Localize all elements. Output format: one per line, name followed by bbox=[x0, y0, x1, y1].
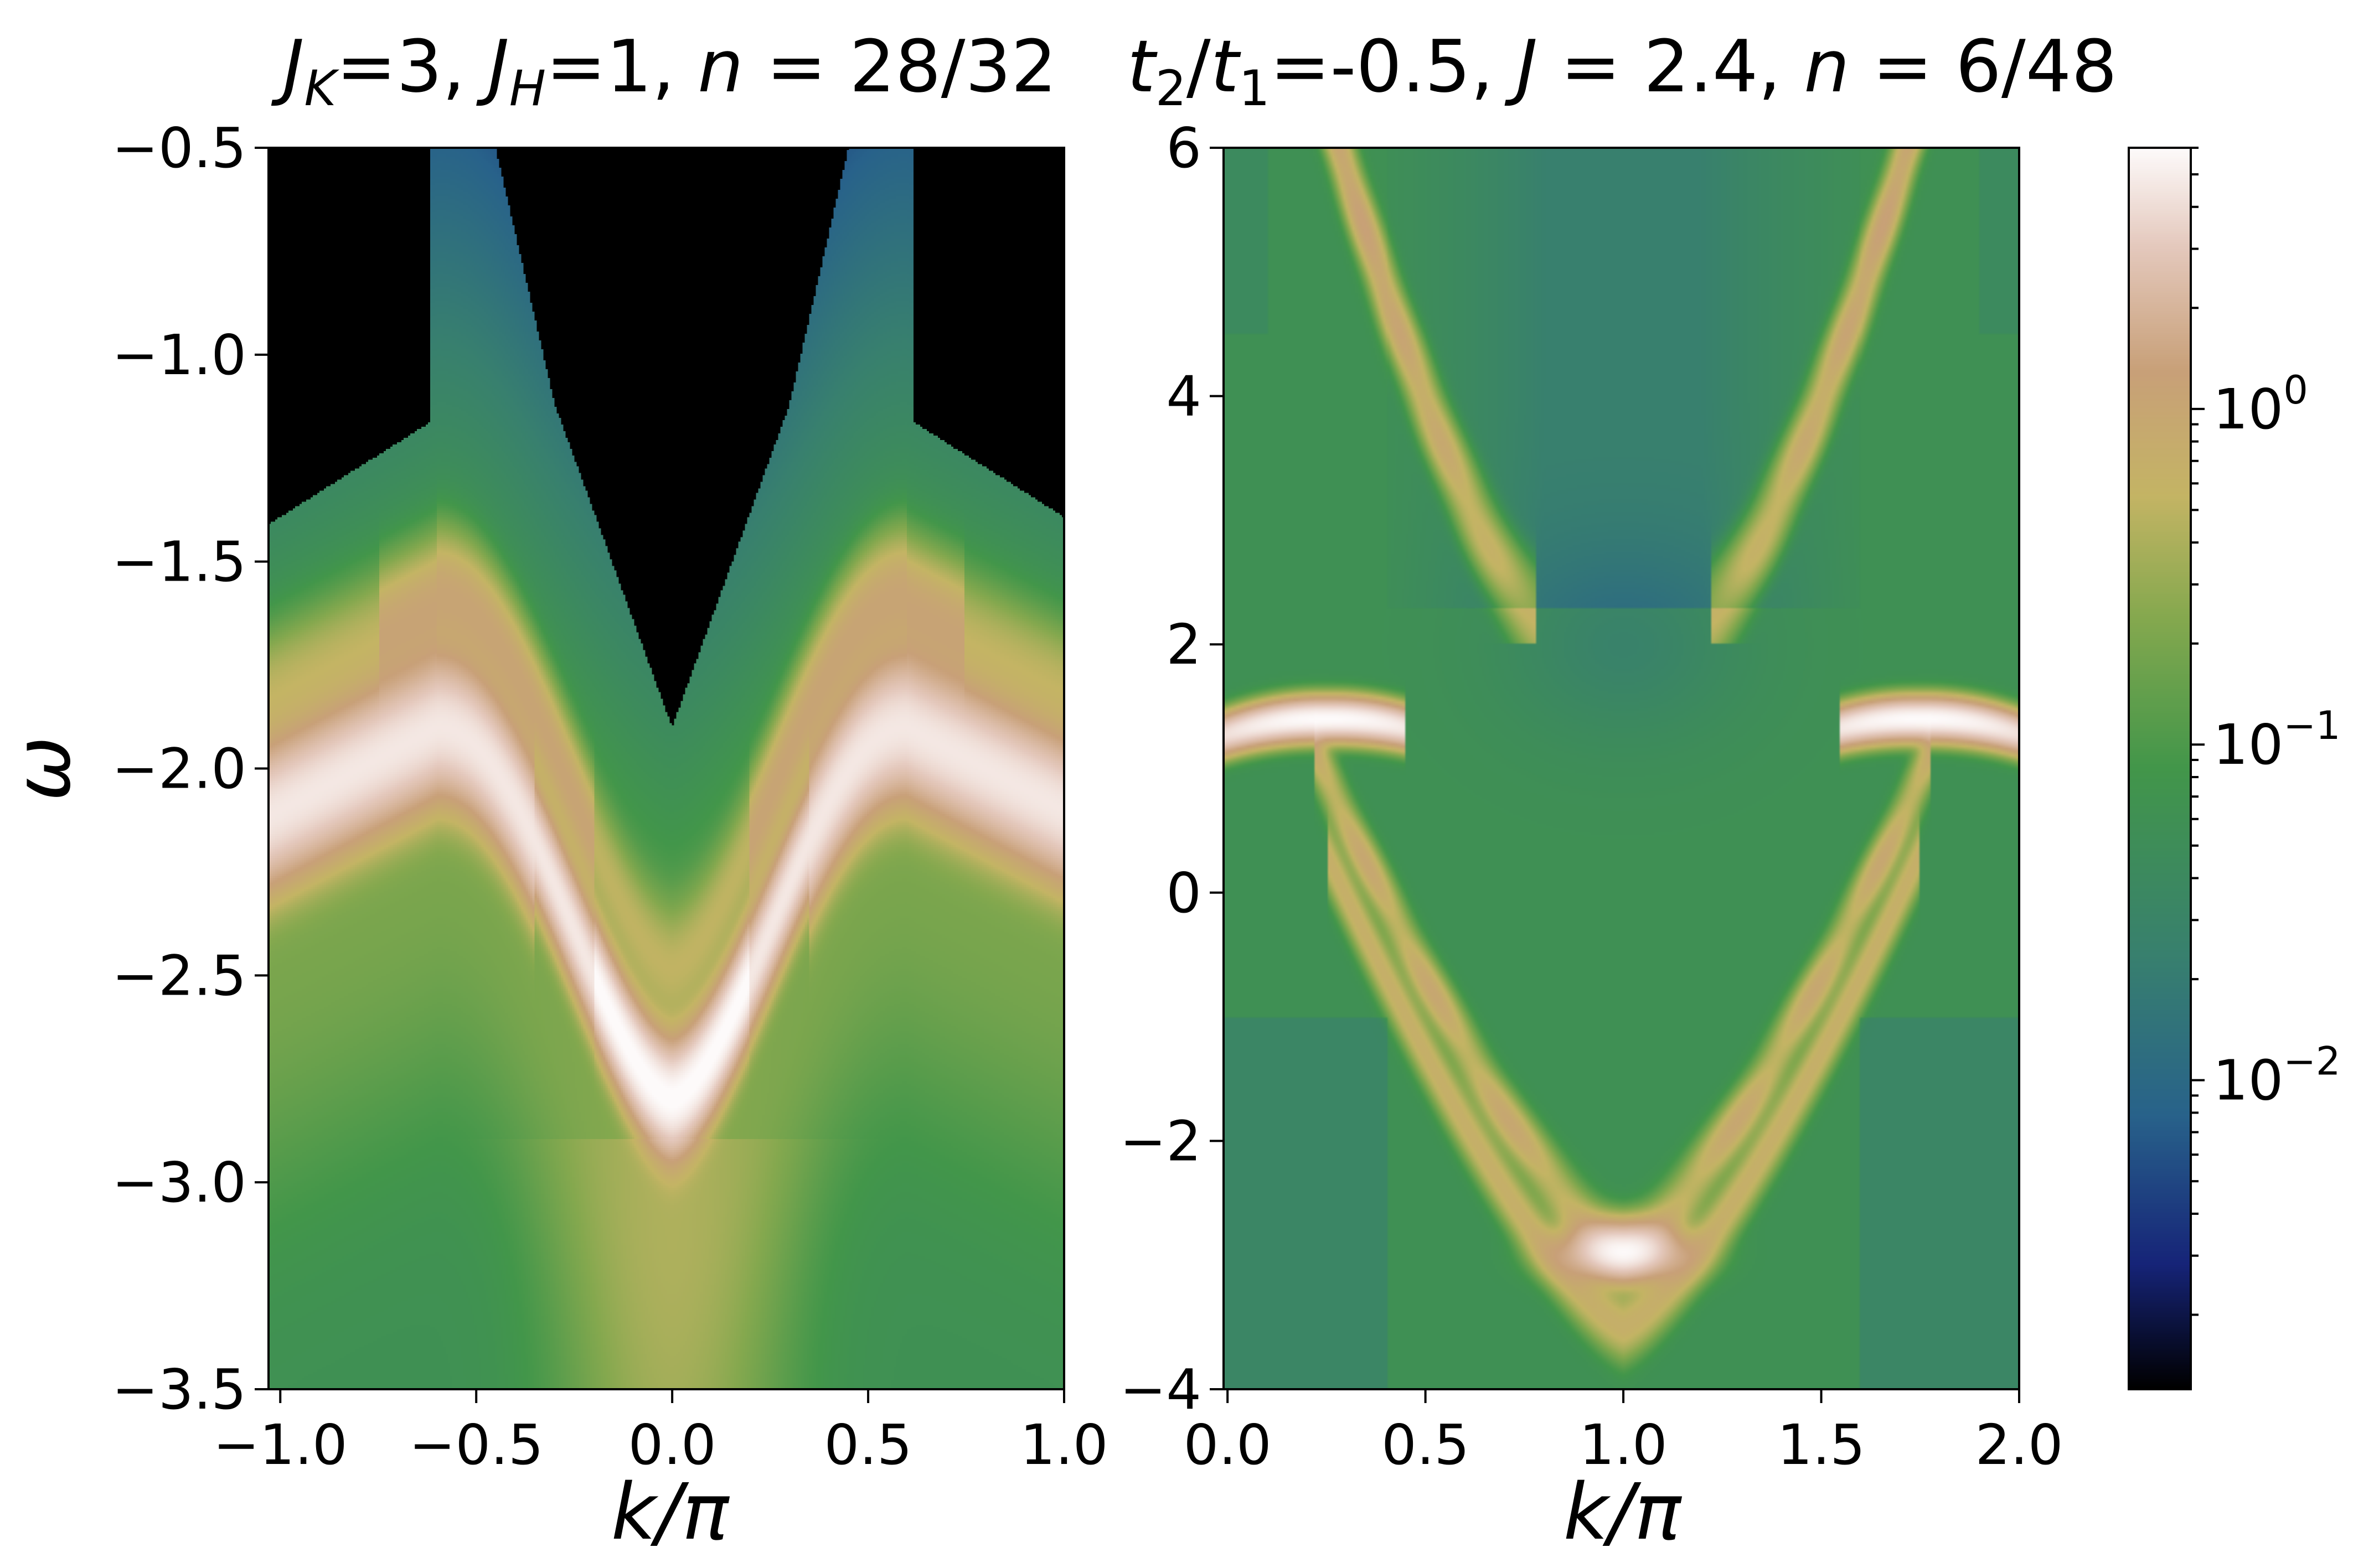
left-y-tick-label: −2.0 bbox=[112, 737, 246, 801]
left-x-axis-label: k/π bbox=[611, 1467, 730, 1557]
colorbar-tick-label: 10−2 bbox=[2213, 1039, 2340, 1113]
colorbar-tick-label: 100 bbox=[2213, 368, 2308, 442]
left-y-tick-label: −3.5 bbox=[112, 1357, 246, 1422]
title-n-symbol-right: n bbox=[1804, 24, 1849, 108]
left-x-axis: −1.0 −0.5 0.0 0.5 1.0 bbox=[213, 1389, 1108, 1477]
left-x-tick-label: 0.5 bbox=[824, 1412, 912, 1477]
title-n-value-right: = 6/48 bbox=[1850, 24, 2118, 108]
left-y-tick-label: −1.5 bbox=[112, 530, 246, 594]
title-jh-subscript: H bbox=[509, 60, 546, 117]
right-x-tick-label: 1.5 bbox=[1777, 1412, 1865, 1477]
right-x-tick-label: 2.0 bbox=[1975, 1412, 2063, 1477]
right-y-tick-label: −2 bbox=[1120, 1109, 1201, 1173]
title-jk-symbol: J bbox=[271, 24, 304, 108]
title-j-value: = 2.4, bbox=[1537, 24, 1804, 108]
left-panel-title: JK=3, JH=1, n = 28/32 bbox=[271, 24, 1057, 117]
left-y-tick-label: −3.0 bbox=[112, 1150, 246, 1215]
colorbar-tick-exponent: 0 bbox=[2283, 368, 2308, 413]
right-y-tick-label: 4 bbox=[1166, 364, 1201, 429]
left-y-tick-label: −1.0 bbox=[112, 323, 246, 387]
left-y-axis-label: ω bbox=[0, 736, 88, 801]
right-y-tick-label: 2 bbox=[1166, 612, 1201, 677]
colorbar-tick-exponent: −1 bbox=[2283, 703, 2340, 748]
right-panel-title: t2/t1=-0.5, J = 2.4, n = 6/48 bbox=[1127, 24, 2117, 117]
colorbar-gradient bbox=[2129, 148, 2191, 1389]
colorbar-tick-base: 10 bbox=[2213, 377, 2283, 442]
title-jh-value: =1, bbox=[546, 24, 698, 108]
title-t1-symbol: t bbox=[1211, 24, 1241, 108]
left-x-tick-label: −0.5 bbox=[409, 1412, 544, 1477]
title-t2-subscript: 2 bbox=[1155, 60, 1186, 117]
left-y-axis: −0.5 −1.0 −1.5 −2.0 −2.5 −3.0 −3.5 bbox=[112, 116, 269, 1422]
left-x-tick-label: −1.0 bbox=[213, 1412, 348, 1477]
colorbar-tick-base: 10 bbox=[2213, 1048, 2283, 1113]
right-x-tick-label: 1.0 bbox=[1580, 1412, 1668, 1477]
right-x-axis-label: k/π bbox=[1563, 1467, 1683, 1557]
colorbar-frame bbox=[2128, 147, 2192, 1390]
title-n-value: = 28/32 bbox=[744, 24, 1057, 108]
title-jk-subscript: K bbox=[304, 60, 339, 117]
right-heatmap bbox=[1224, 148, 2019, 1389]
right-x-tick-label: 0.5 bbox=[1381, 1412, 1469, 1477]
right-y-tick-label: −4 bbox=[1120, 1357, 1201, 1422]
title-jk-value: =3, bbox=[336, 24, 488, 108]
right-plot-frame bbox=[1222, 147, 2020, 1390]
left-y-tick-label: −2.5 bbox=[112, 943, 246, 1008]
right-x-tick-label: 0.0 bbox=[1184, 1412, 1272, 1477]
right-y-axis: 6 4 2 0 −2 −4 bbox=[1120, 116, 1224, 1422]
right-y-tick-label: 0 bbox=[1166, 861, 1201, 925]
left-panel: JK=3, JH=1, n = 28/32 −1.0 −0.5 0.0 0.5 1.0 … bbox=[0, 24, 1108, 1557]
title-t2-symbol: t bbox=[1127, 24, 1158, 108]
title-t1-subscript: 1 bbox=[1239, 60, 1270, 117]
title-t-value: =-0.5, bbox=[1270, 24, 1516, 108]
left-x-tick-label: 0.0 bbox=[628, 1412, 716, 1477]
colorbar-tick-label: 10−1 bbox=[2213, 703, 2340, 777]
right-x-axis: 0.0 0.5 1.0 1.5 2.0 bbox=[1184, 1389, 2063, 1477]
left-heatmap bbox=[269, 148, 1064, 1389]
right-panel: t2/t1=-0.5, J = 2.4, n = 6/48 0.0 0.5 1.0 1… bbox=[1120, 24, 2118, 1557]
title-n-symbol: n bbox=[698, 24, 743, 108]
right-y-tick-label: 6 bbox=[1166, 116, 1201, 180]
colorbar-tick-exponent: −2 bbox=[2283, 1039, 2340, 1084]
colorbar-tick-base: 10 bbox=[2213, 712, 2283, 777]
left-y-tick-label: −0.5 bbox=[112, 116, 246, 180]
title-slash: / bbox=[1186, 24, 1211, 108]
left-x-tick-label: 1.0 bbox=[1020, 1412, 1108, 1477]
